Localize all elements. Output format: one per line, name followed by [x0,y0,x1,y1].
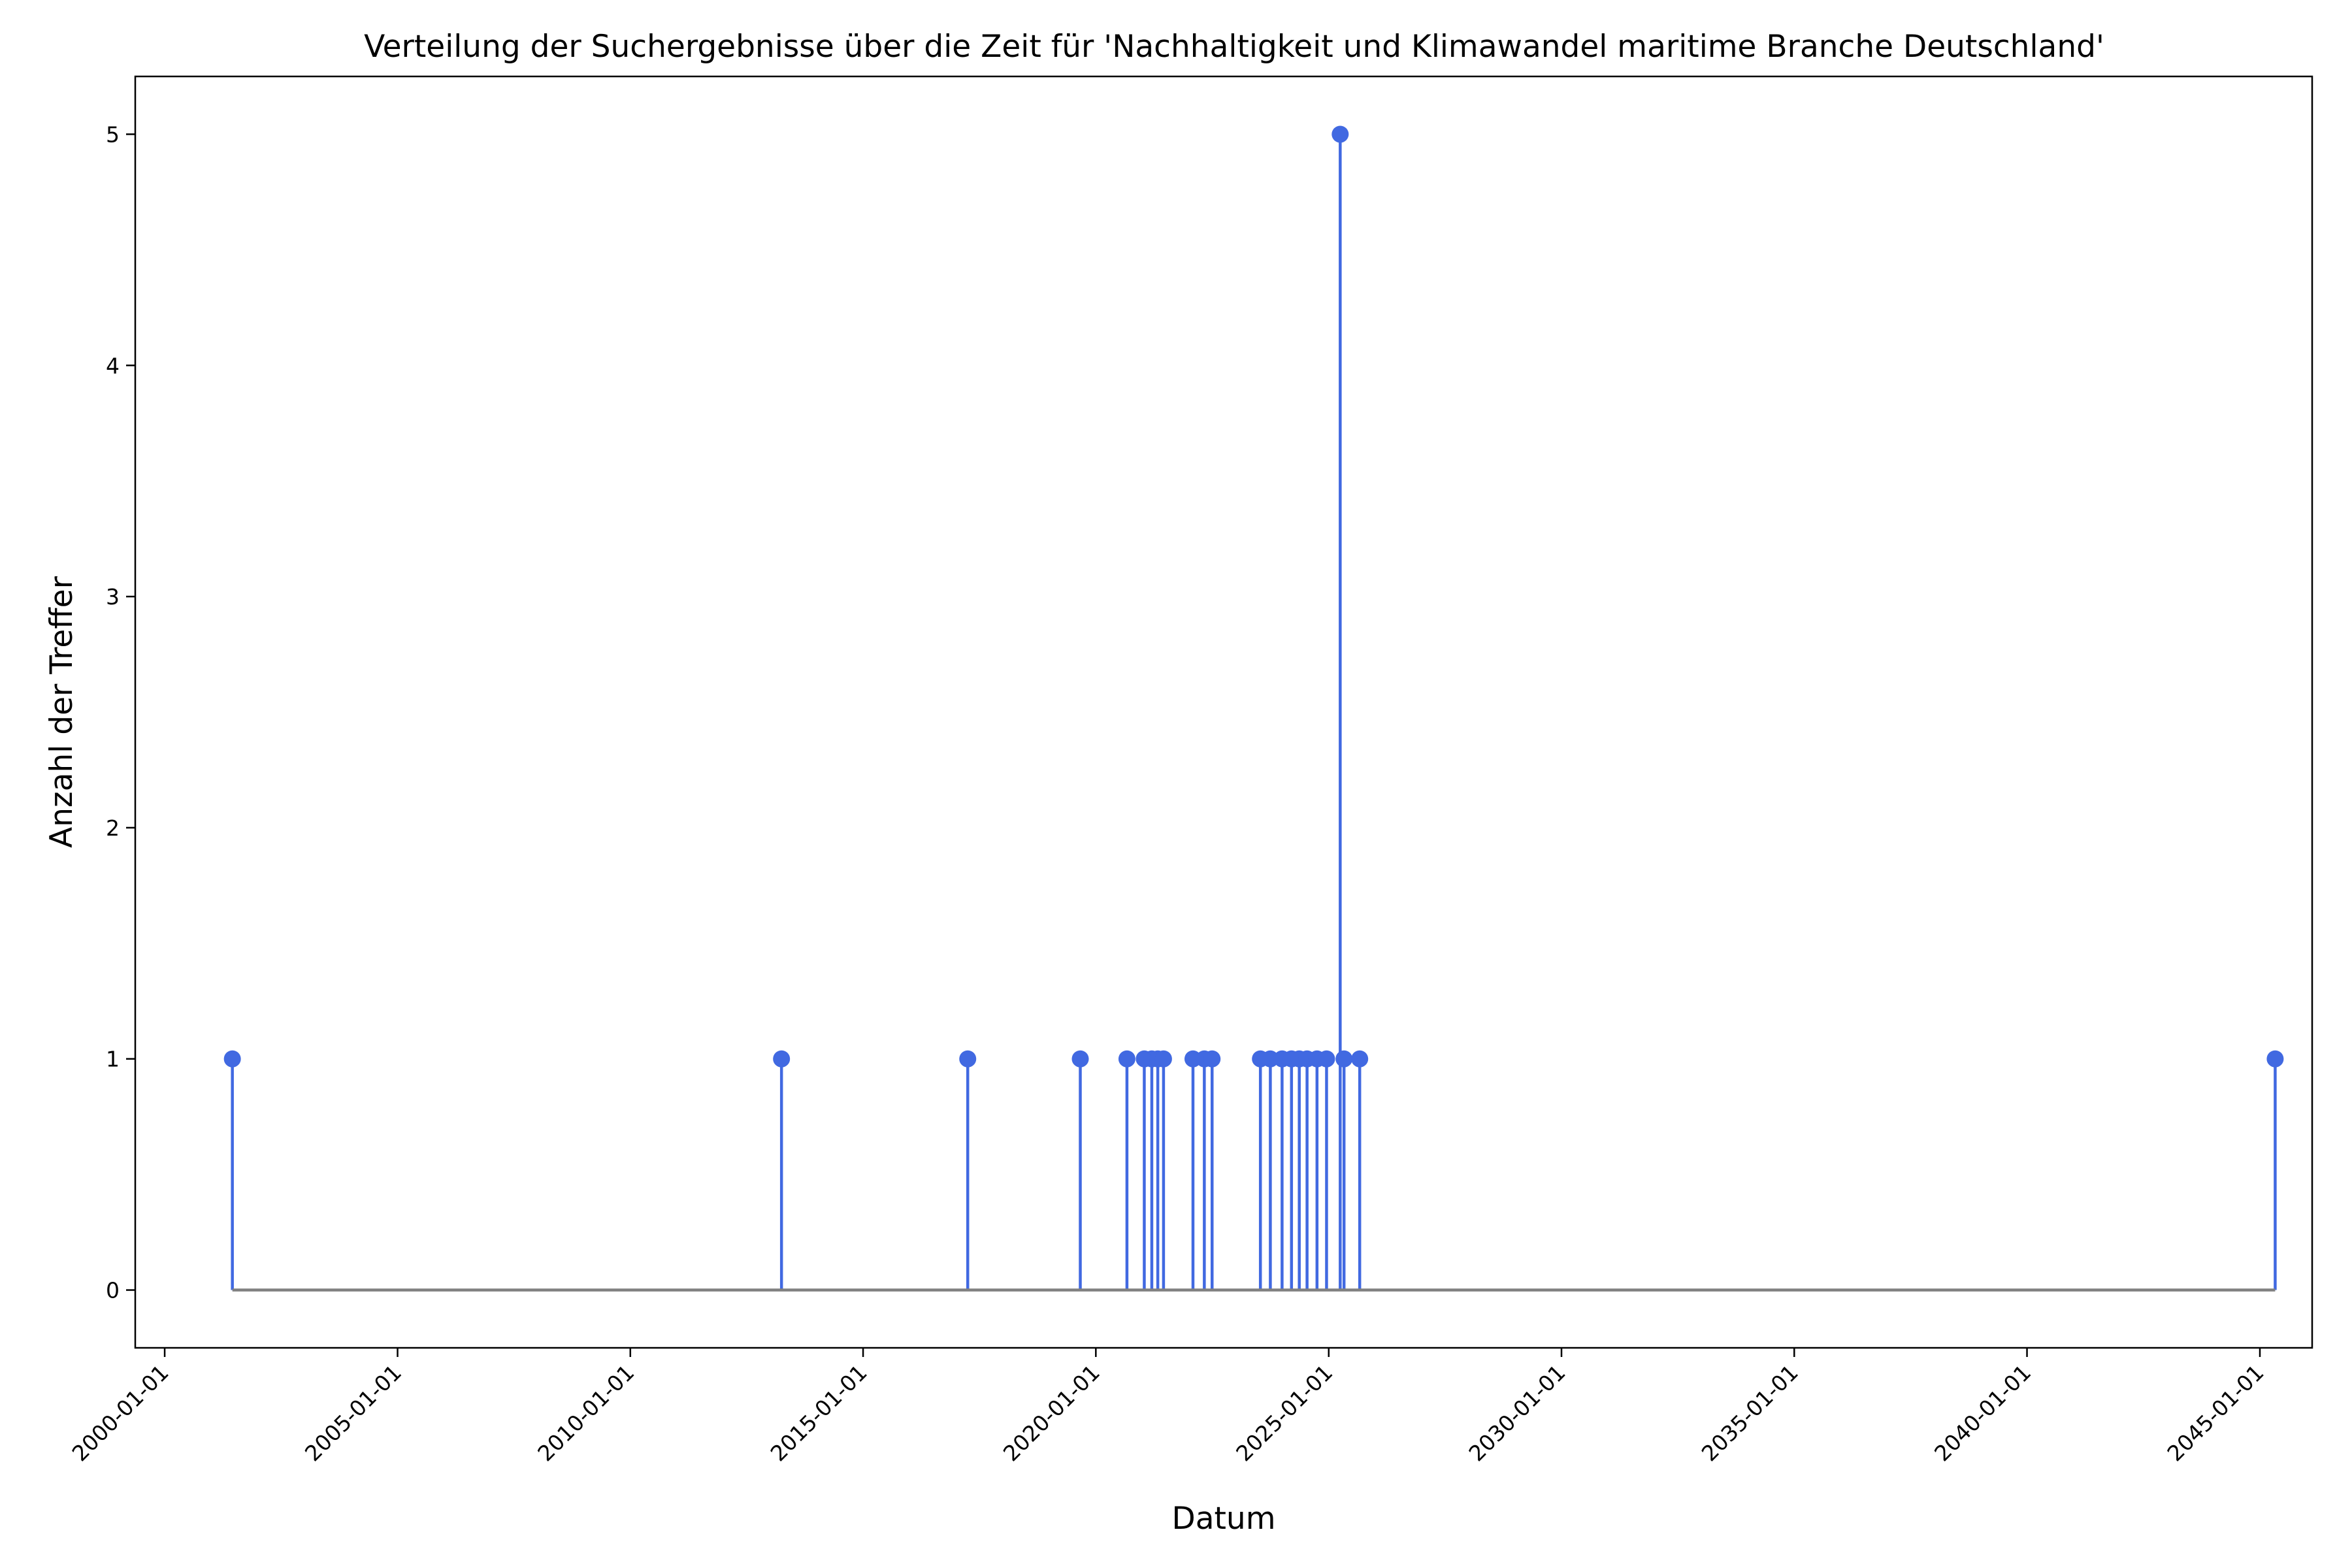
y-tick-label-0: 0 [106,1278,120,1303]
y-axis-label: Anzahl der Treffer [44,576,80,848]
stems-layer [223,125,2284,1292]
stem-marker-19 [1318,1050,1335,1068]
stem-marker-13 [1262,1050,1279,1068]
stem-marker-1 [773,1050,791,1068]
x-tick-label-8: 2040-01-01 [1929,1360,2036,1466]
y-tick-label-5: 5 [106,122,120,147]
stem-marker-21 [1335,1050,1353,1068]
stem-marker-4 [1118,1050,1135,1068]
y-tick-label-1: 1 [106,1047,120,1072]
x-axis: 2000-01-01 2005-01-01 2010-01-01 2015-01-01… [67,1348,2269,1466]
stem-marker-0 [223,1050,241,1068]
x-tick-label-4: 2020-01-01 [998,1360,1105,1466]
y-axis: 0 1 2 3 4 5 [106,122,135,1303]
x-tick-label-6: 2030-01-01 [1463,1360,1570,1466]
stem-marker-11 [1203,1050,1221,1068]
stem-marker-23 [2266,1050,2284,1068]
x-tick-label-2: 2010-01-01 [532,1360,639,1466]
stem-marker-22 [1351,1050,1369,1068]
stem-marker-8 [1154,1050,1172,1068]
x-axis-label: Datum [1172,1501,1276,1537]
x-tick-label-9: 2045-01-01 [2162,1360,2268,1466]
plot-frame [134,75,2313,1349]
stem-marker-3 [1071,1050,1089,1068]
stem-marker-2 [959,1050,977,1068]
y-tick-label-4: 4 [106,353,120,378]
stem-marker-20 [1331,125,1349,143]
x-tick-label-5: 2025-01-01 [1231,1360,1337,1466]
x-tick-label-7: 2035-01-01 [1697,1360,1803,1466]
x-tick-label-1: 2005-01-01 [300,1360,406,1466]
y-tick-label-3: 3 [106,584,120,610]
y-tick-label-2: 2 [106,815,120,841]
x-tick-label-0: 2000-01-01 [67,1360,174,1466]
chart-title: Verteilung der Suchergebnisse über die Z… [364,29,2104,65]
x-tick-label-3: 2015-01-01 [766,1360,872,1466]
